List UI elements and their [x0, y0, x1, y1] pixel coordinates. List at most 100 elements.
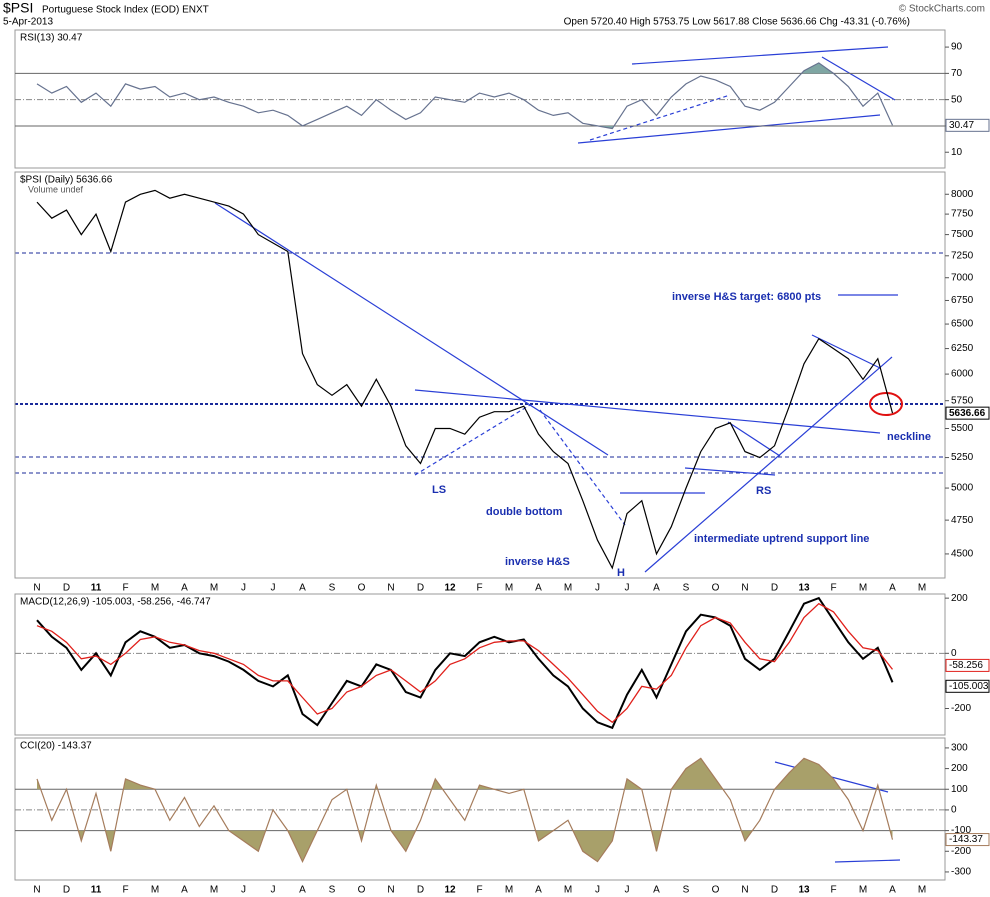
y-tick-label: 4750 [951, 515, 974, 526]
x-tick-label: N [741, 583, 748, 594]
x-tick-label: 13 [798, 583, 810, 594]
x-tick-label: N [33, 583, 40, 594]
y-tick-label: 6000 [951, 369, 974, 380]
x-tick-label: O [712, 583, 720, 594]
panel-title: $PSI (Daily) 5636.66 [20, 175, 113, 186]
value-tag-box [945, 679, 990, 693]
x-tick-label: M [564, 583, 572, 594]
y-tick-label: 7500 [951, 229, 974, 240]
x-tick-label: M [505, 583, 513, 594]
y-tick-label: 50 [951, 94, 963, 105]
y-tick-label: 6750 [951, 295, 974, 306]
x-tick-label: 12 [444, 583, 456, 594]
x-tick-label: A [181, 583, 188, 594]
x-tick-label: M [859, 885, 867, 896]
x-tick-label: J [625, 583, 630, 594]
annotation: intermediate uptrend support line [694, 533, 869, 545]
x-tick-label: F [122, 583, 128, 594]
y-tick-label: -200 [951, 846, 971, 857]
x-tick-label: J [625, 885, 630, 896]
y-tick-label: 5750 [951, 395, 974, 406]
series-line [36, 602, 894, 724]
panel-title: MACD(12,26,9) -105.003, -58.256, -46.747 [20, 597, 211, 608]
annotation: neckline [887, 431, 931, 443]
series-line [36, 596, 894, 730]
annotation: RS [756, 485, 771, 497]
y-tick-label: 6250 [951, 343, 974, 354]
y-tick-label: 5250 [951, 452, 974, 463]
value-tag-box [945, 118, 990, 132]
date: 5-Apr-2013 [3, 17, 53, 28]
x-tick-label: J [595, 885, 600, 896]
y-tick-label: 0 [951, 805, 957, 816]
x-tick-label: M [918, 885, 926, 896]
x-tick-label: D [771, 885, 778, 896]
x-tick-label: O [358, 885, 366, 896]
y-tick-label: 7000 [951, 272, 974, 283]
index-name: Portuguese Stock Index (EOD) ENXT [42, 5, 209, 16]
x-tick-label: M [564, 885, 572, 896]
x-tick-label: N [387, 583, 394, 594]
x-tick-label: D [771, 583, 778, 594]
panel [14, 593, 946, 736]
x-tick-label: N [33, 885, 40, 896]
x-tick-label: O [712, 885, 720, 896]
y-tick-label: 5000 [951, 483, 974, 494]
x-tick-label: A [299, 885, 306, 896]
series-line [36, 757, 894, 863]
x-tick-label: A [181, 885, 188, 896]
x-tick-label: 11 [91, 583, 102, 594]
value-tag: -105.003 [949, 681, 989, 692]
panel-title: RSI(13) 30.47 [20, 33, 83, 44]
x-tick-label: D [417, 885, 424, 896]
x-tick-label: J [241, 885, 246, 896]
panel-title: CCI(20) -143.37 [20, 741, 92, 752]
x-tick-label: M [859, 583, 867, 594]
x-tick-label: S [329, 583, 336, 594]
series-line [36, 189, 894, 570]
x-tick-label: 11 [91, 885, 102, 896]
x-tick-label: M [210, 583, 218, 594]
value-tag: -58.256 [949, 660, 983, 671]
series-line [36, 62, 894, 130]
x-tick-label: 13 [798, 885, 810, 896]
x-tick-label: F [476, 583, 482, 594]
x-tick-label: F [122, 885, 128, 896]
credit: © StockCharts.com [899, 4, 985, 15]
y-tick-label: 200 [951, 593, 968, 604]
x-tick-label: F [476, 885, 482, 896]
x-tick-label: N [741, 885, 748, 896]
x-tick-label: A [889, 583, 896, 594]
y-tick-label: 200 [951, 763, 968, 774]
value-tag-box [945, 406, 990, 420]
x-tick-label: M [210, 885, 218, 896]
x-tick-label: A [299, 583, 306, 594]
panel [14, 29, 946, 169]
value-tag: 5636.66 [949, 408, 986, 419]
x-tick-label: M [918, 583, 926, 594]
y-tick-label: 6500 [951, 319, 974, 330]
y-tick-label: 70 [951, 68, 963, 79]
x-tick-label: D [63, 583, 70, 594]
x-tick-label: A [653, 583, 660, 594]
value-tag-box [945, 658, 990, 672]
y-tick-label: 100 [951, 784, 968, 795]
annotation: LS [432, 484, 446, 496]
x-tick-label: S [683, 583, 690, 594]
x-tick-label: J [271, 583, 276, 594]
panel [14, 737, 946, 881]
x-tick-label: F [830, 885, 836, 896]
x-tick-label: M [151, 583, 159, 594]
y-tick-label: 300 [951, 743, 968, 754]
y-tick-label: -200 [951, 703, 971, 714]
annotation: H [617, 567, 625, 579]
x-tick-label: A [653, 885, 660, 896]
legend: Volume undef [28, 184, 84, 194]
x-tick-label: S [683, 885, 690, 896]
quote: Open 5720.40 High 5753.75 Low 5617.88 Cl… [564, 17, 910, 28]
y-tick-label: 10 [951, 147, 963, 158]
symbol: $PSI [3, 0, 33, 16]
x-tick-label: M [505, 885, 513, 896]
x-tick-label: J [241, 583, 246, 594]
